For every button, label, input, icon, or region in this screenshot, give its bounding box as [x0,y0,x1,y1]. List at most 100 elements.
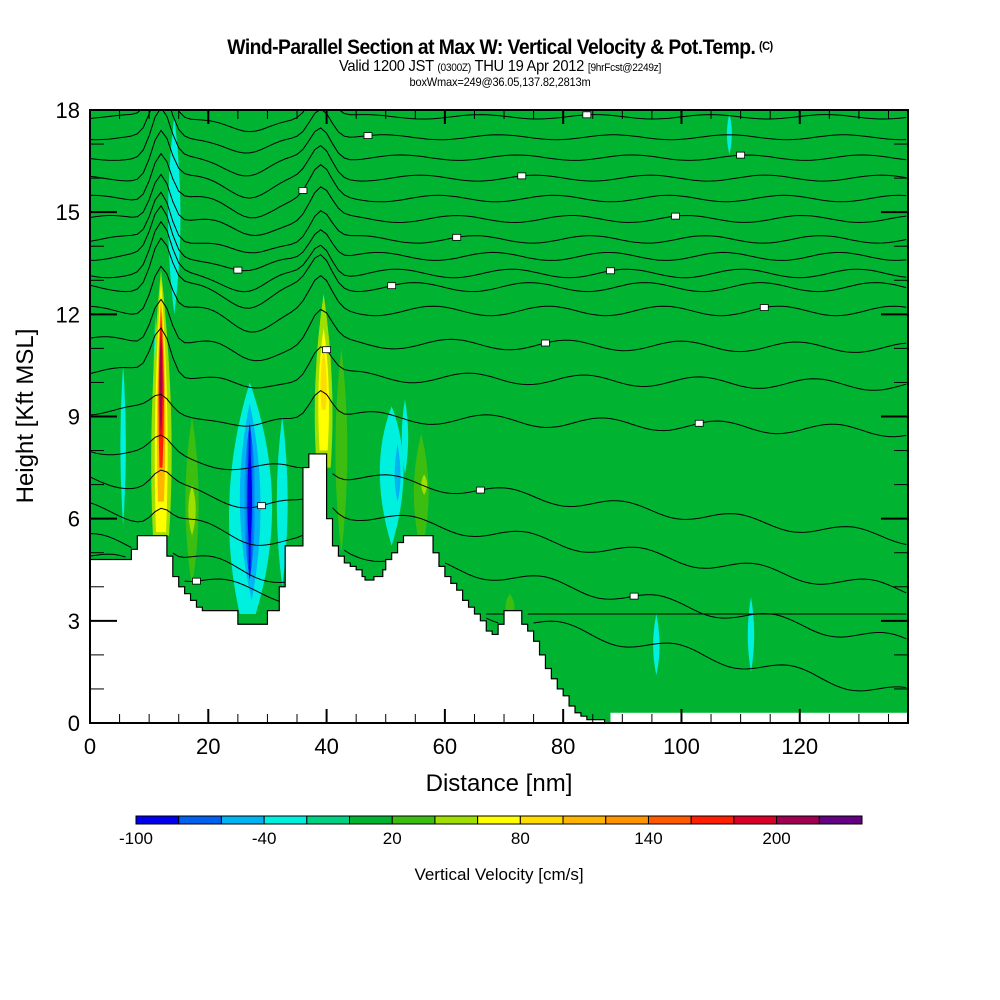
band-updraft-weak [678,110,704,713]
band-updraft-weak [128,110,154,383]
colorbar-bin [733,815,778,825]
theta-contour-line [90,298,907,362]
contour-label [363,132,373,139]
terrain [89,453,908,724]
colorbar-title: Vertical Velocity [cm/s] [414,865,583,884]
valid-date: THU 19 Apr 2012 [474,58,585,75]
contour-label [582,111,592,119]
contour-label [606,267,615,275]
theta-contour-line [90,469,907,594]
band-updraft-weak [477,110,503,638]
contour-label [475,486,485,494]
contour-label [694,419,704,427]
contour-label [257,502,266,510]
theta-contour-line [90,502,907,640]
colorbar-bin [647,815,692,825]
band-downdraft-weak [653,614,660,676]
x-tick-label: 100 [663,734,700,759]
contour-label [759,304,769,311]
band-updraft-weak [894,314,908,713]
band-updraft-weak [867,110,893,713]
x-axis-title: Distance [nm] [426,770,573,797]
valid-utc: (0300Z) [437,62,471,74]
theta-contour-line [90,553,907,615]
contour-label [629,592,639,600]
band-downdraft-weak [276,416,288,587]
colorbar-bin [519,815,564,825]
x-tick-label: 40 [314,734,338,759]
contour-label [192,577,201,585]
band-updraft-weak [725,110,751,713]
colorbar-tick-label: -100 [119,829,153,848]
colorbar-bin [349,815,393,825]
x-tick-label: 120 [781,734,818,759]
x-tick-label: 0 [84,734,96,759]
colorbar-bin [135,815,180,825]
contour-label [736,151,746,159]
chart-title: Wind-Parallel Section at Max W: Vertical… [40,36,960,60]
theta-contour-line [90,152,907,219]
y-tick-label: 9 [68,405,80,430]
chart-title-text: Wind-Parallel Section at Max W: Vertical… [227,36,756,59]
theta-contours [90,110,907,692]
updraft-1-peak [159,327,163,441]
colorbar-tick-label: 200 [762,829,790,848]
band-updraft-weak [90,110,118,553]
theta-contour-line [90,173,907,237]
theta-contour-line [90,389,907,438]
theta-contour-line [90,237,907,309]
colorbar-bin [477,815,521,825]
theta-contour-line [90,110,907,177]
colorbar-bin [434,815,479,825]
band-updraft-moderate [413,433,429,553]
x-tick-label: 20 [196,734,220,759]
band-updraft-weak [595,110,621,713]
y-tick-label: 0 [68,711,80,736]
contour-label [298,187,308,194]
theta-contour-line [90,265,907,333]
band-updraft-moderate [335,348,348,553]
colorbar-bin [263,815,308,825]
y-tick-label: 15 [56,200,80,225]
contour-label [233,266,243,274]
colorbar-bin [818,815,863,825]
contour-label [322,346,331,354]
band-updraft-weak [642,178,668,713]
theta-contour-line [90,204,907,272]
band-updraft-weak [820,246,846,713]
colorbar-tick-label: -40 [252,829,277,848]
valid-time: Valid 1200 JST [338,58,434,75]
band-updraft-weak [294,110,319,451]
terrain-strip [610,712,908,723]
colorbar-bin [220,815,265,825]
contour-label [387,282,397,290]
colorbar-tick-label: 20 [383,829,402,848]
colorbar-bin [391,815,436,825]
colorbar-bin [306,815,351,825]
theta-contour-line [90,533,907,692]
downdraft-minor-core [394,443,401,502]
downdraft-peak [247,443,253,553]
colorbar-tick-label: 140 [634,829,662,848]
forecast-info: [9hrFcst@2249z] [587,62,661,74]
updraft-2-core [320,348,327,410]
x-tick-label: 60 [433,734,457,759]
band-downdraft-weak [726,113,732,155]
band-downdraft-weak [120,365,126,526]
y-tick-label: 12 [56,302,80,327]
colorbar-tick-label: 80 [511,829,530,848]
theta-contour-line [90,191,907,254]
contour-label [517,172,527,180]
band-updraft-moderate [421,474,428,495]
y-tick-label: 3 [68,609,80,634]
colorbar-bin [562,815,607,825]
band-downdraft-weak [747,596,755,672]
band-updraft-weak [560,110,585,717]
terrain-profile [89,453,908,724]
colorbar: -100 -40 20 80 140 200 [119,815,863,848]
x-tick-label: 80 [551,734,575,759]
y-tick-label: 6 [68,507,80,532]
downdraft-minor-outer [379,406,404,546]
chart-subtitle: Valid 1200 JST (0300Z) THU 19 Apr 2012 [… [40,58,960,76]
